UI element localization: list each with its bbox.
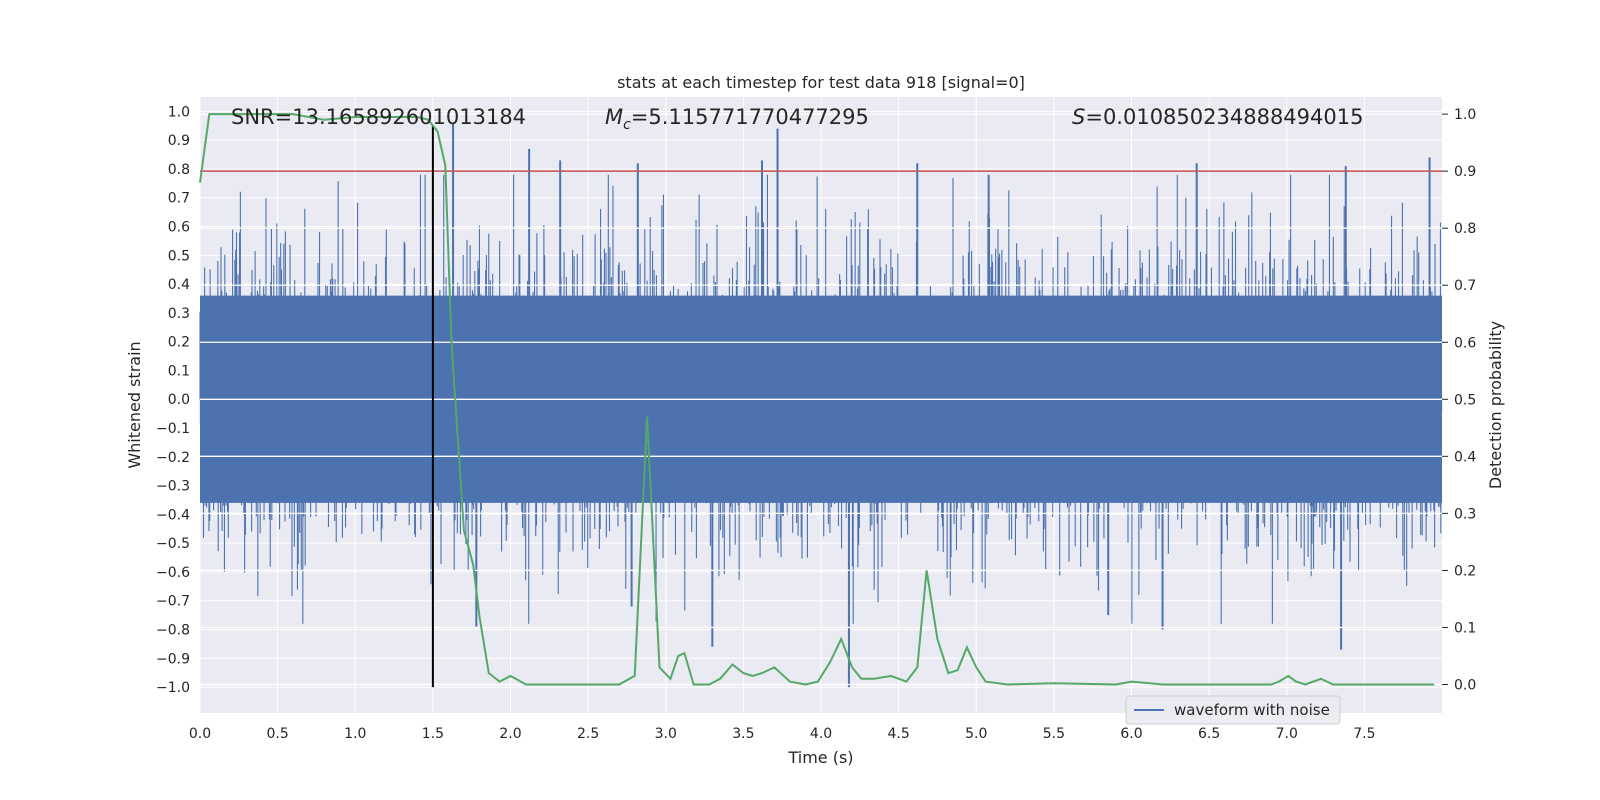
- x-tick-label: 0.0: [189, 726, 211, 742]
- x-tick-label: 5.5: [1043, 726, 1065, 742]
- legend-label: waveform with noise: [1174, 701, 1330, 719]
- y-right-tick-label: 0.0: [1454, 677, 1476, 693]
- x-axis-title: Time (s): [787, 748, 853, 767]
- y-left-tick-label: 0.1: [168, 363, 190, 379]
- y-right-tick-label: 0.5: [1454, 392, 1476, 408]
- x-tick-label: 0.5: [266, 726, 288, 742]
- y-left-axis-title: Whitened strain: [125, 341, 144, 468]
- y-left-tick-label: −0.8: [156, 623, 190, 639]
- y-left-tick-label: −0.9: [156, 651, 190, 667]
- x-tick-label: 7.0: [1276, 726, 1298, 742]
- waveform-series: [199, 113, 1443, 688]
- chart-title: stats at each timestep for test data 918…: [617, 73, 1025, 92]
- x-tick-label: 4.5: [887, 726, 909, 742]
- y-left-tick-label: −0.5: [156, 536, 190, 552]
- y-right-tick-label: 0.2: [1454, 563, 1476, 579]
- y-left-tick-labels: 1.0 0.9 0.8 0.7 0.6 0.5 0.4 0.3 0.2 0.1 0.0 −0.1 −0.…: [156, 104, 190, 696]
- y-right-tick-label: 0.6: [1454, 335, 1476, 351]
- x-tick-label: 4.0: [810, 726, 832, 742]
- x-tick-label: 1.5: [422, 726, 444, 742]
- y-right-tick-label: 0.1: [1454, 620, 1476, 636]
- snr-annotation: SNR=13.165892601013184: [231, 105, 526, 129]
- x-tick-label: 7.5: [1353, 726, 1375, 742]
- y-right-tick-label: 0.4: [1454, 449, 1476, 465]
- x-tick-label: 5.0: [965, 726, 987, 742]
- probability-line: [199, 113, 1435, 686]
- y-left-tick-label: 0.9: [168, 133, 190, 149]
- y-right-tick-label: 0.7: [1454, 278, 1476, 294]
- legend: waveform with noise: [1125, 695, 1341, 725]
- x-tick-label: 1.0: [344, 726, 366, 742]
- x-tick-labels: 0.0 0.5 1.0 1.5 2.0 2.5 3.0 3.5 4.0 4.5 5.0 5.5 6.0 6…: [189, 726, 1376, 742]
- x-tick-label: 3.5: [732, 726, 754, 742]
- y-left-tick-label: −0.7: [156, 594, 190, 610]
- y-right-axis-title: Detection probability: [1486, 321, 1505, 489]
- y-left-tick-label: 0.0: [168, 392, 190, 408]
- x-tick-label: 3.0: [655, 726, 677, 742]
- chirp-mass-annotation: Mc=5.115771770477295: [605, 105, 869, 133]
- y-left-tick-label: 0.8: [168, 162, 190, 178]
- y-left-tick-label: 0.2: [168, 335, 190, 351]
- y-left-tick-label: 0.3: [168, 306, 190, 322]
- y-right-tick-label: 0.8: [1454, 221, 1476, 237]
- y-left-tick-label: 0.5: [168, 248, 190, 264]
- y-left-tick-label: 1.0: [168, 104, 190, 120]
- y-left-tick-label: −0.1: [156, 421, 190, 437]
- legend-box: [1125, 695, 1341, 725]
- y-left-tick-label: −0.6: [156, 565, 190, 581]
- y-left-tick-label: 0.6: [168, 220, 190, 236]
- y-left-tick-label: −1.0: [156, 680, 190, 696]
- s-annotation: S=0.010850234888494015: [1072, 105, 1363, 129]
- y-left-tick-label: −0.3: [156, 479, 190, 495]
- y-right-tick-label: 0.9: [1454, 164, 1476, 180]
- y-left-tick-label: −0.4: [156, 507, 190, 523]
- y-left-tick-label: −0.2: [156, 450, 190, 466]
- x-tick-label: 6.0: [1120, 726, 1142, 742]
- x-tick-label: 2.0: [499, 726, 521, 742]
- y-left-tick-label: 0.7: [168, 191, 190, 207]
- y-right-tick-labels: 1.0 0.9 0.8 0.7 0.6 0.5 0.4 0.3 0.2 0.1 0.0: [1454, 107, 1476, 693]
- y-right-tick-label: 1.0: [1454, 107, 1476, 123]
- y-left-tick-label: 0.4: [168, 277, 190, 293]
- x-tick-label: 6.5: [1198, 726, 1220, 742]
- x-tick-label: 2.5: [577, 726, 599, 742]
- y-right-tick-label: 0.3: [1454, 506, 1476, 522]
